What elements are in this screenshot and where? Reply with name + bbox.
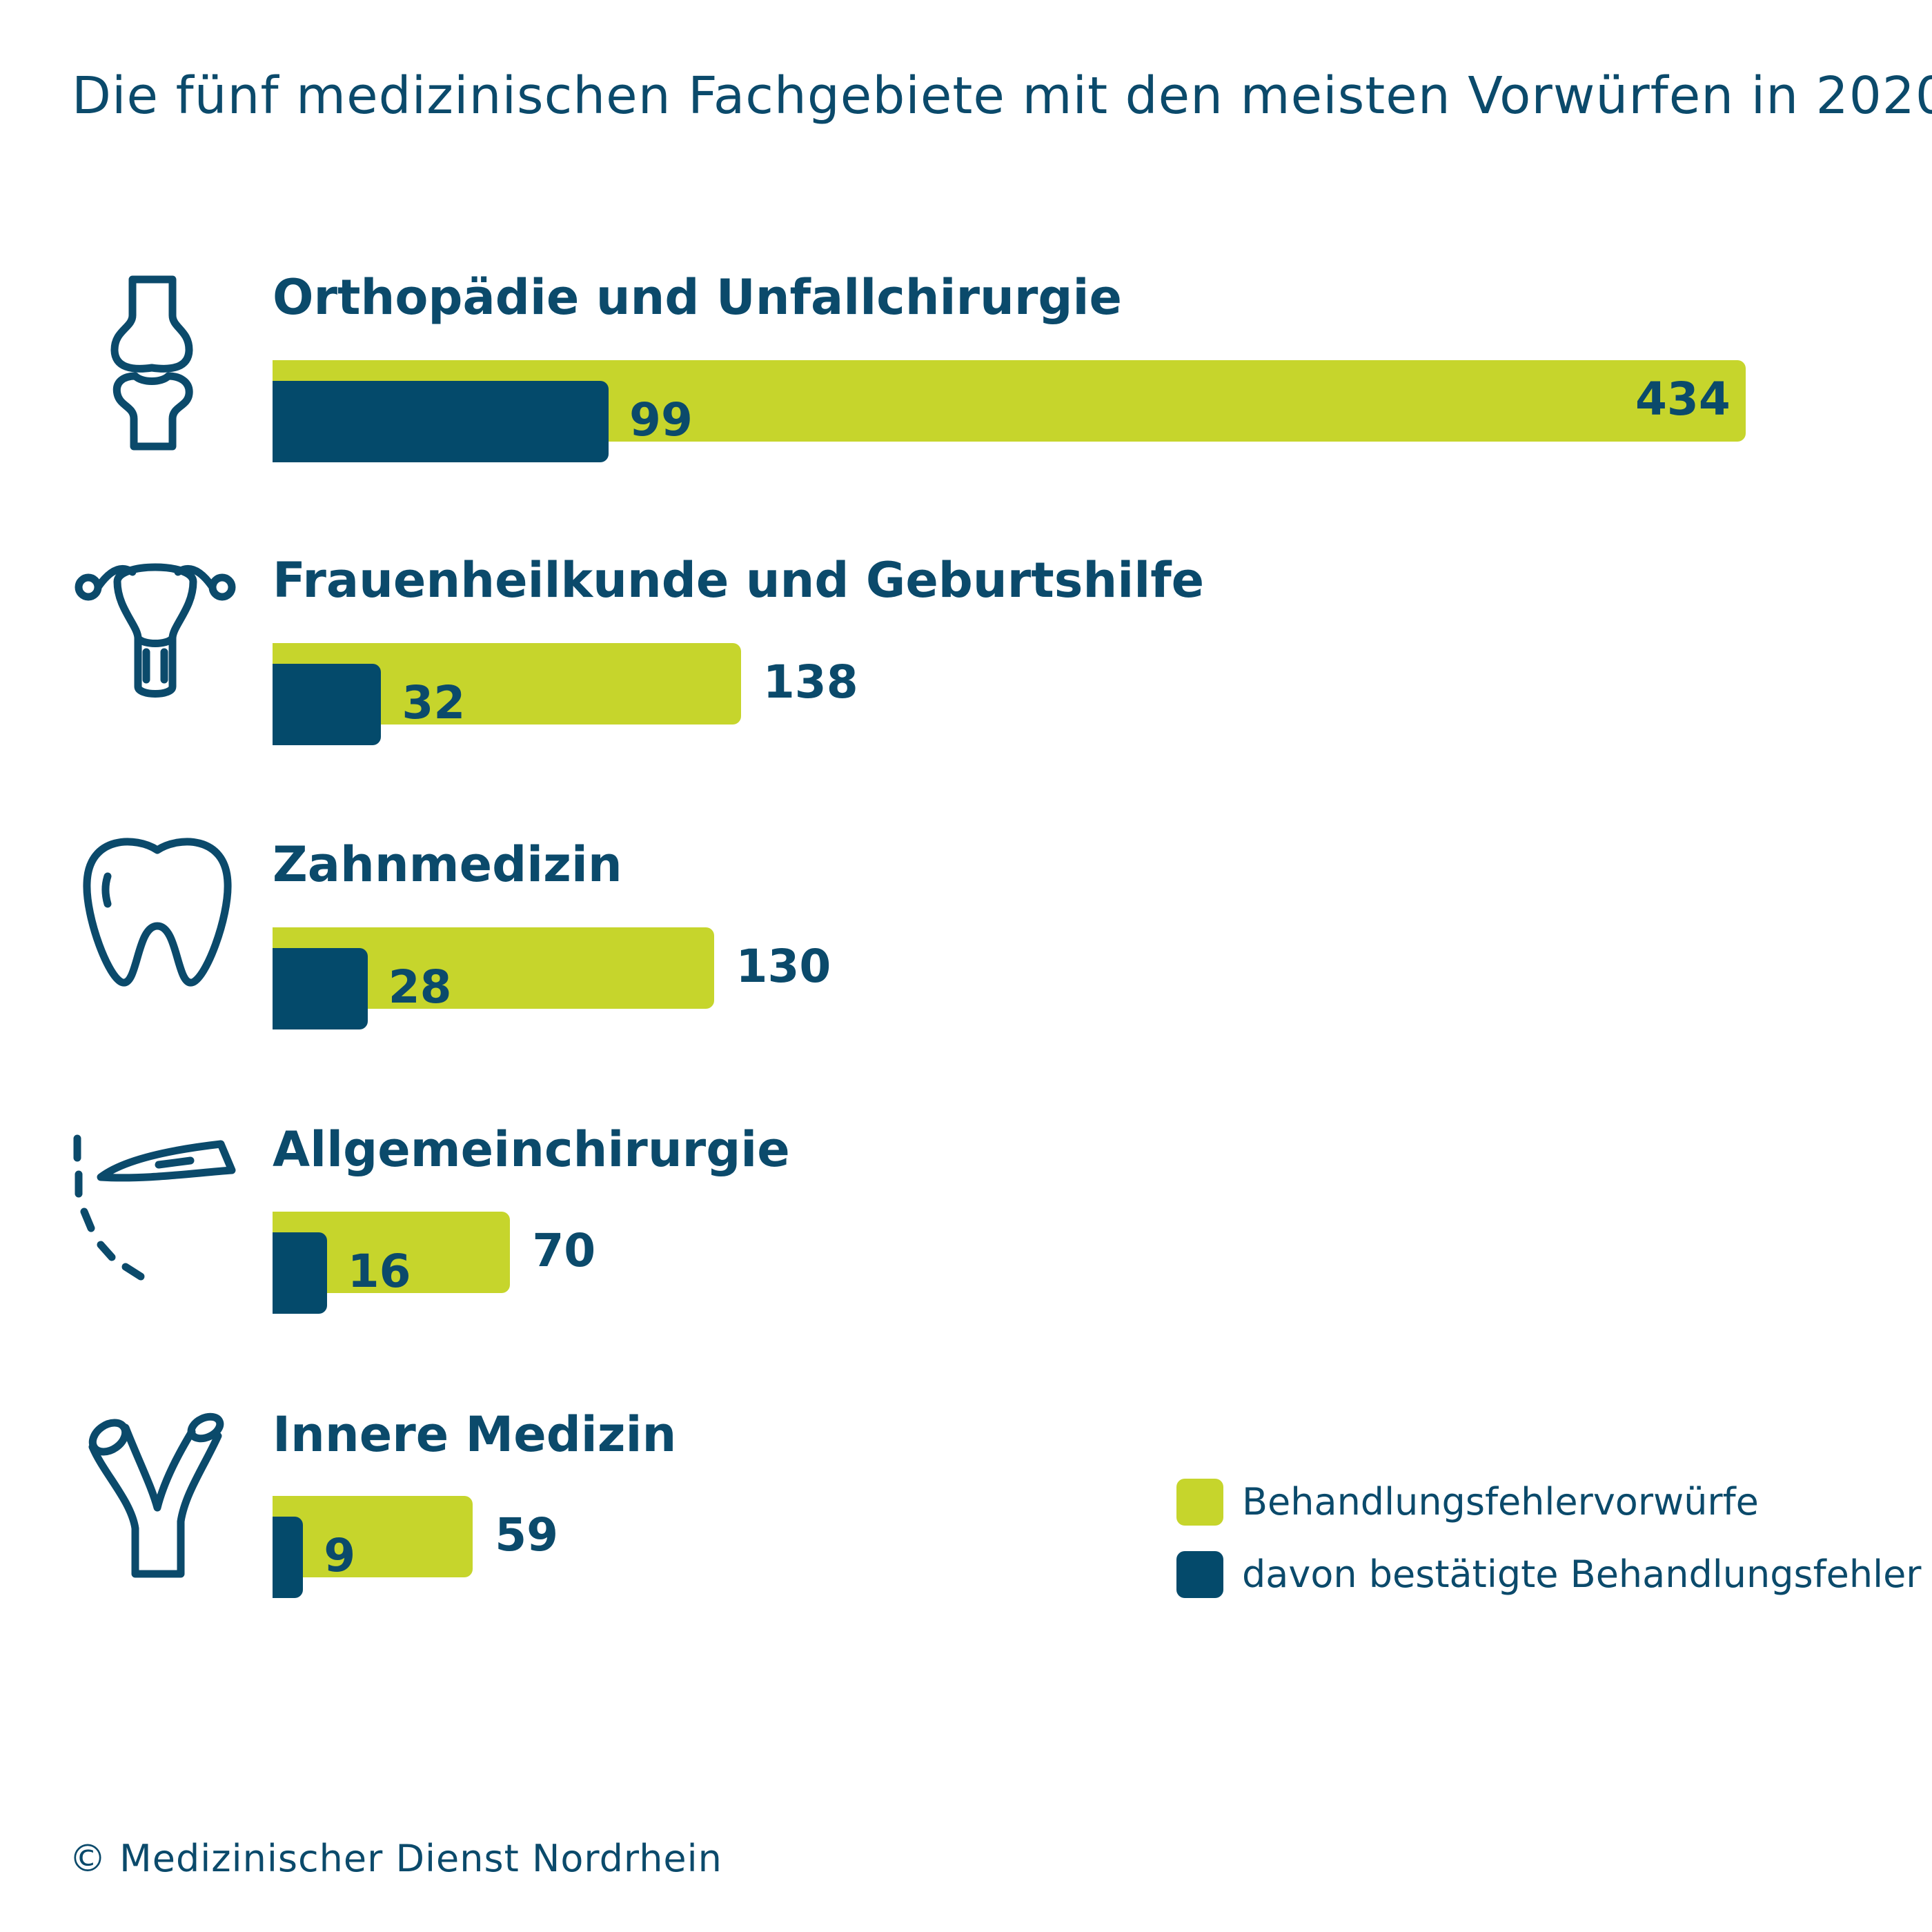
bar-confirmed-2 xyxy=(273,948,368,1029)
category-label-orthopaedie: Orthopädie und Unfallchirurgie xyxy=(273,269,1122,326)
legend-swatch-confirmed xyxy=(1176,1551,1223,1598)
value-label-total-2: 130 xyxy=(736,940,831,993)
bar-confirmed-0 xyxy=(273,381,609,462)
category-label-innere-medizin: Innere Medizin xyxy=(273,1406,677,1463)
value-label-confirmed-0: 99 xyxy=(629,393,693,446)
bar-total-4 xyxy=(273,1496,473,1577)
value-label-confirmed-4: 9 xyxy=(324,1529,356,1582)
value-label-total-1: 138 xyxy=(762,656,858,709)
bar-confirmed-4 xyxy=(273,1517,304,1598)
legend-swatch-total xyxy=(1176,1479,1223,1526)
value-label-confirmed-3: 16 xyxy=(347,1245,411,1298)
bar-confirmed-1 xyxy=(273,664,382,745)
category-label-allgemeinchirurgie: Allgemeinchirurgie xyxy=(273,1121,790,1178)
copyright-footer: © Medizinischer Dienst Nordrhein xyxy=(69,1837,722,1880)
legend-label-total: Behandlungsfehlervorwürfe xyxy=(1242,1480,1759,1524)
knee-joint-icon xyxy=(110,275,193,451)
legend-label-confirmed: davon bestätigte Behandlungsfehler xyxy=(1242,1552,1922,1596)
chart-title: Die fünf medizinischen Fachgebiete mit d… xyxy=(72,66,1932,126)
vein-icon xyxy=(88,1412,224,1578)
value-label-total-4: 59 xyxy=(495,1508,559,1561)
value-label-total-0: 434 xyxy=(1635,373,1731,426)
category-label-zahnmedizin: Zahnmedizin xyxy=(273,836,622,893)
bar-confirmed-3 xyxy=(273,1232,327,1314)
category-label-frauenheilkunde: Frauenheilkunde und Geburtshilfe xyxy=(273,552,1205,609)
value-label-confirmed-1: 32 xyxy=(402,676,466,729)
value-label-total-3: 70 xyxy=(532,1224,596,1277)
scalpel-icon xyxy=(73,1134,236,1281)
uterus-icon xyxy=(75,563,236,698)
value-label-confirmed-2: 28 xyxy=(388,960,452,1014)
tooth-icon xyxy=(83,838,232,987)
